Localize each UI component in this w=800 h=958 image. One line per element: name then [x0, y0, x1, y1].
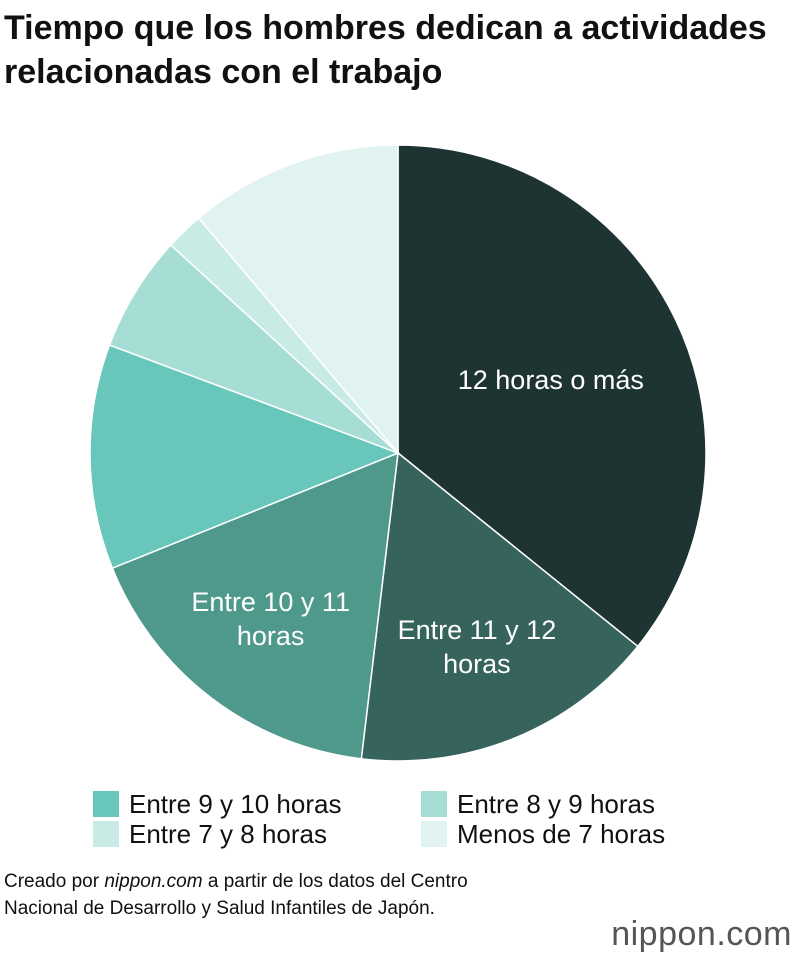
legend-swatch: [93, 821, 119, 847]
logo: nippon.com: [611, 915, 792, 953]
source-text: nippon.com: [104, 871, 203, 892]
source-note: Creado por nippon.com a partir de los da…: [4, 868, 544, 922]
legend-label: Entre 7 y 8 horas: [129, 818, 327, 849]
legend-swatch: [421, 791, 447, 817]
legend: Entre 9 y 10 horas Entre 8 y 9 horas Entre…: [93, 789, 753, 849]
pie-slice: [89, 344, 401, 570]
pie-slice: [397, 144, 707, 648]
legend-item: Entre 7 y 8 horas: [93, 819, 421, 849]
chart-title: Tiempo que los hombres dedican a activid…: [4, 9, 767, 91]
legend-item: Menos de 7 horas: [421, 819, 749, 849]
legend-swatch: [421, 821, 447, 847]
pie-slice: [197, 144, 399, 456]
legend-label: Menos de 7 horas: [457, 818, 666, 849]
legend-item: Entre 9 y 10 horas: [93, 789, 421, 819]
slice-label: Entre 11 y 12 horas: [397, 614, 557, 679]
legend-item: Entre 8 y 9 horas: [421, 789, 749, 819]
source-text: Creado por: [4, 871, 105, 892]
slice-label: 12 horas o más: [457, 364, 644, 395]
slice-label: Entre 10 y 11 horas: [191, 587, 350, 652]
legend-label: Entre 9 y 10 horas: [129, 788, 342, 819]
legend-label: Entre 8 y 9 horas: [457, 788, 655, 819]
source-text: a partir de los datos del Centro Naciona…: [4, 871, 468, 919]
pie-slice: [111, 451, 399, 760]
pie-slice: [108, 243, 399, 454]
pie-slice: [360, 451, 639, 762]
legend-swatch: [93, 791, 119, 817]
